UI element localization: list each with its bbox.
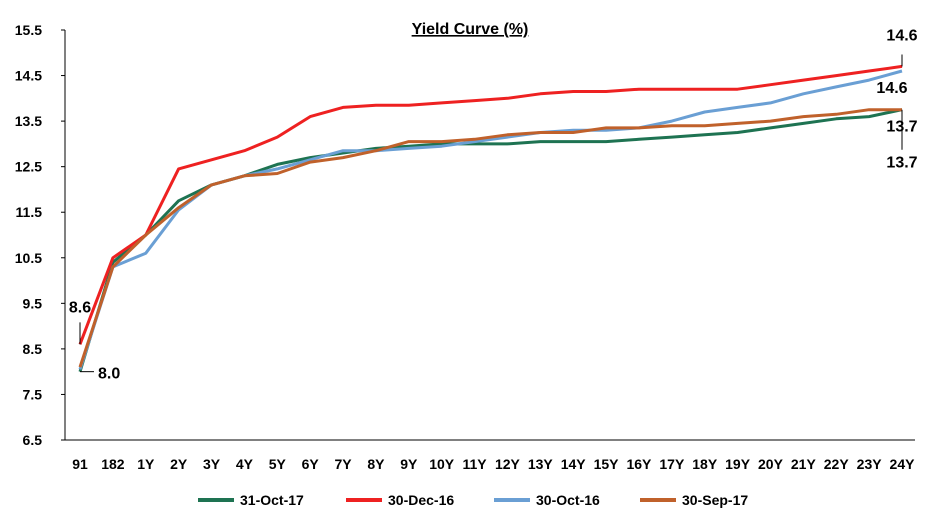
x-tick-label: 3Y: [203, 456, 221, 472]
y-axis-ticks: 6.5 7.5 8.5 9.5 10.5 11.5 12.5 13.5 14.5 15.5: [15, 22, 65, 448]
x-tick-label: 23Y: [857, 456, 883, 472]
y-tick-label: 14.5: [15, 68, 42, 84]
x-tick-label: 22Y: [824, 456, 850, 472]
series-line-30-Sep-17: [78, 108, 902, 368]
legend: 31-Oct-17 30-Dec-16 30-Oct-16 30-Sep-17: [198, 492, 748, 508]
x-tick-label: 9Y: [400, 456, 418, 472]
x-tick-label: 5Y: [269, 456, 287, 472]
series-line-31-Oct-17: [78, 108, 903, 373]
legend-label: 30-Dec-16: [388, 492, 454, 508]
series-lines: [78, 64, 903, 373]
x-tick-label: 13Y: [528, 456, 554, 472]
data-label: 14.6: [886, 27, 917, 44]
data-label: 8.6: [69, 299, 91, 316]
x-tick-label: 17Y: [659, 456, 685, 472]
x-tick-label: 14Y: [561, 456, 587, 472]
x-tick-label: 24Y: [890, 456, 916, 472]
legend-label: 31-Oct-17: [240, 492, 304, 508]
y-tick-label: 9.5: [23, 295, 43, 311]
x-tick-label: 8Y: [367, 456, 385, 472]
x-tick-label: 7Y: [334, 456, 352, 472]
data-label: 14.6: [876, 80, 907, 97]
x-axis-ticks: 91 182 1Y 2Y 3Y 4Y 5Y 6Y 7Y 8Y 9Y 10Y 11Y 12Y 13Y 14Y 15…: [72, 456, 915, 472]
y-tick-label: 6.5: [23, 432, 43, 448]
x-tick-label: 10Y: [429, 456, 455, 472]
chart-title: Yield Curve (%): [412, 21, 529, 38]
x-tick-label: 4Y: [236, 456, 254, 472]
x-tick-label: 91: [72, 456, 88, 472]
y-tick-label: 13.5: [15, 113, 42, 129]
x-tick-label: 15Y: [594, 456, 620, 472]
legend-label: 30-Oct-16: [536, 492, 600, 508]
y-tick-label: 11.5: [16, 204, 43, 220]
x-tick-label: 182: [101, 456, 125, 472]
data-label: 8.0: [98, 366, 120, 383]
y-tick-label: 12.5: [15, 159, 42, 175]
x-tick-label: 2Y: [170, 456, 188, 472]
x-tick-label: 12Y: [495, 456, 521, 472]
x-tick-label: 6Y: [302, 456, 320, 472]
series-line-30-Dec-16: [78, 64, 903, 345]
y-tick-label: 7.5: [23, 386, 43, 402]
data-annotations: 8.68.014.614.613.713.7: [69, 27, 918, 382]
data-label: 13.7: [886, 155, 917, 172]
x-tick-label: 21Y: [791, 456, 817, 472]
legend-label: 30-Sep-17: [682, 492, 748, 508]
x-tick-label: 19Y: [725, 456, 751, 472]
series-line-30-Oct-16: [78, 69, 903, 370]
x-tick-label: 1Y: [137, 456, 155, 472]
x-tick-label: 16Y: [626, 456, 652, 472]
y-tick-label: 8.5: [23, 341, 43, 357]
x-tick-label: 20Y: [758, 456, 784, 472]
x-tick-label: 11Y: [462, 456, 487, 472]
y-tick-label: 15.5: [15, 22, 42, 38]
x-tick-label: 18Y: [692, 456, 718, 472]
y-tick-label: 10.5: [15, 250, 42, 266]
